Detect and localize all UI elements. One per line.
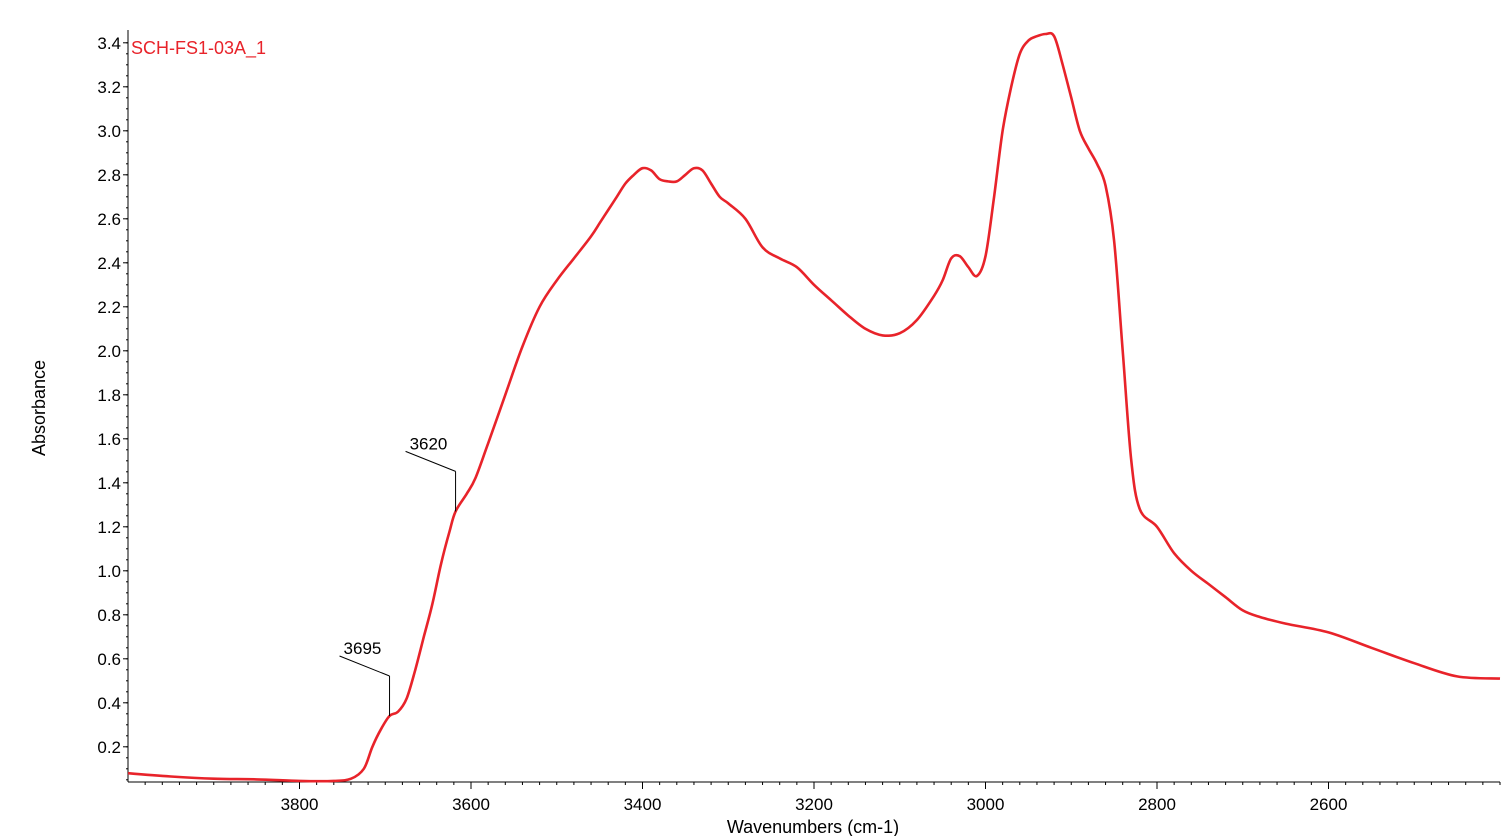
x-tick-label: 3600 bbox=[452, 795, 490, 814]
y-tick-label: 2.2 bbox=[97, 298, 121, 317]
x-tick-label: 2600 bbox=[1310, 795, 1348, 814]
y-tick-label: 3.4 bbox=[97, 34, 121, 53]
y-tick-label: 3.2 bbox=[97, 78, 121, 97]
x-tick-label: 3000 bbox=[967, 795, 1005, 814]
x-axis: 3800 3600 3400 3200 3000 2800 2600 bbox=[128, 781, 1501, 814]
y-tick-label: 1.6 bbox=[97, 430, 121, 449]
y-tick-label: 1.0 bbox=[97, 562, 121, 581]
peak-marker-leader bbox=[339, 655, 390, 677]
y-tick-label: 0.2 bbox=[97, 738, 121, 757]
x-axis-title: Wavenumbers (cm-1) bbox=[727, 817, 899, 836]
x-tick-label: 3200 bbox=[795, 795, 833, 814]
series-layer bbox=[127, 31, 1501, 783]
y-tick-label: 1.2 bbox=[97, 518, 121, 537]
x-tick-label: 3400 bbox=[624, 795, 662, 814]
peak-label: 3620 bbox=[410, 434, 448, 453]
y-tick-label: 1.4 bbox=[97, 474, 121, 493]
y-tick-label: 3.0 bbox=[97, 122, 121, 141]
series-legend-label: SCH-FS1-03A_1 bbox=[131, 38, 266, 59]
y-axis-title: Absorbance bbox=[29, 360, 49, 456]
peak-label: 3695 bbox=[344, 639, 382, 658]
y-axis: 0.2 0.4 0.6 0.8 1.0 1.2 1.4 1.6 1.8 2.0 2.2 2.4 2.6 2… bbox=[97, 30, 129, 782]
y-tick-label: 0.6 bbox=[97, 650, 121, 669]
y-tick-label: 2.6 bbox=[97, 210, 121, 229]
y-tick-label: 2.4 bbox=[97, 254, 121, 273]
y-tick-label: 0.8 bbox=[97, 606, 121, 625]
x-tick-label: 2800 bbox=[1138, 795, 1176, 814]
peak-marker-leader bbox=[405, 450, 456, 472]
x-tick-label: 3800 bbox=[281, 795, 319, 814]
y-tick-label: 1.8 bbox=[97, 386, 121, 405]
y-tick-label: 2.8 bbox=[97, 166, 121, 185]
annotation-layer: 3695 3620 bbox=[339, 434, 457, 716]
y-tick-label: 0.4 bbox=[97, 694, 121, 713]
y-tick-label: 2.0 bbox=[97, 342, 121, 361]
series-line bbox=[127, 31, 1501, 783]
